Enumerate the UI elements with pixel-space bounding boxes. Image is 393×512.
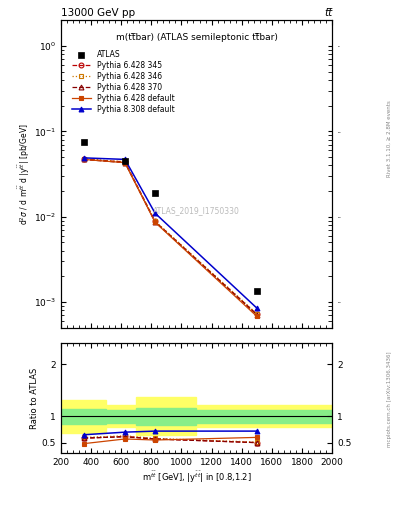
ATLAS bbox=[153, 190, 158, 196]
Text: m(tt̅bar) (ATLAS semileptonic tt̅bar): m(tt̅bar) (ATLAS semileptonic tt̅bar) bbox=[116, 33, 277, 42]
Bar bbox=[106, 405, 136, 427]
ATLAS bbox=[254, 288, 259, 294]
Pythia 6.428 345 bbox=[254, 311, 259, 317]
Pythia 6.428 346 bbox=[254, 311, 259, 317]
Pythia 8.308 default bbox=[123, 156, 127, 162]
Text: 13000 GeV pp: 13000 GeV pp bbox=[61, 8, 135, 18]
Text: ATLAS_2019_I1750330: ATLAS_2019_I1750330 bbox=[153, 206, 240, 216]
Pythia 6.428 346 bbox=[153, 218, 158, 224]
Line: ATLAS: ATLAS bbox=[81, 139, 260, 294]
Line: Pythia 6.428 345: Pythia 6.428 345 bbox=[81, 157, 259, 316]
Bar bbox=[106, 410, 136, 423]
Pythia 6.428 default bbox=[123, 160, 127, 166]
Pythia 8.308 default bbox=[153, 210, 158, 216]
Bar bbox=[136, 408, 196, 425]
Pythia 6.428 default bbox=[254, 313, 259, 319]
X-axis label: m$^{\bar{t}\bar{t}}$ [GeV], |y$^{\bar{t}\bar{t}}$| in [0.8,1.2]: m$^{\bar{t}\bar{t}}$ [GeV], |y$^{\bar{t}… bbox=[141, 470, 252, 485]
Line: Pythia 8.308 default: Pythia 8.308 default bbox=[81, 156, 259, 310]
Bar bbox=[136, 396, 196, 435]
Pythia 6.428 345 bbox=[153, 219, 158, 225]
Line: Pythia 6.428 346: Pythia 6.428 346 bbox=[81, 156, 259, 316]
ATLAS bbox=[81, 139, 86, 145]
Legend: ATLAS, Pythia 6.428 345, Pythia 6.428 346, Pythia 6.428 370, Pythia 6.428 defaul: ATLAS, Pythia 6.428 345, Pythia 6.428 34… bbox=[70, 49, 176, 116]
Pythia 6.428 370 bbox=[153, 219, 158, 225]
Pythia 6.428 370 bbox=[254, 312, 259, 318]
Pythia 6.428 370 bbox=[81, 156, 86, 162]
Pythia 6.428 370 bbox=[123, 160, 127, 166]
Pythia 6.428 345 bbox=[81, 156, 86, 162]
Pythia 6.428 default bbox=[81, 156, 86, 162]
Y-axis label: d$^2\sigma$ / d m$^{\bar{t}\bar{t}}$ d |y$^{\bar{t}\bar{t}}$| [pb/GeV]: d$^2\sigma$ / d m$^{\bar{t}\bar{t}}$ d |… bbox=[17, 123, 32, 225]
Pythia 6.428 346 bbox=[123, 159, 127, 165]
ATLAS bbox=[123, 158, 127, 164]
Text: Rivet 3.1.10, ≥ 2.8M events: Rivet 3.1.10, ≥ 2.8M events bbox=[387, 100, 392, 177]
Pythia 6.428 345 bbox=[123, 159, 127, 165]
Text: tt̅: tt̅ bbox=[324, 8, 332, 18]
Pythia 6.428 default bbox=[153, 219, 158, 225]
Bar bbox=[61, 400, 106, 433]
Text: mcplots.cern.ch [arXiv:1306.3436]: mcplots.cern.ch [arXiv:1306.3436] bbox=[387, 352, 392, 447]
Pythia 8.308 default bbox=[254, 305, 259, 311]
Pythia 6.428 346 bbox=[81, 156, 86, 162]
Y-axis label: Ratio to ATLAS: Ratio to ATLAS bbox=[30, 368, 39, 429]
Line: Pythia 6.428 370: Pythia 6.428 370 bbox=[81, 157, 259, 317]
Pythia 8.308 default bbox=[81, 155, 86, 161]
Bar bbox=[61, 409, 106, 424]
Bar bbox=[196, 410, 332, 423]
Bar bbox=[196, 405, 332, 427]
Line: Pythia 6.428 default: Pythia 6.428 default bbox=[81, 157, 259, 319]
